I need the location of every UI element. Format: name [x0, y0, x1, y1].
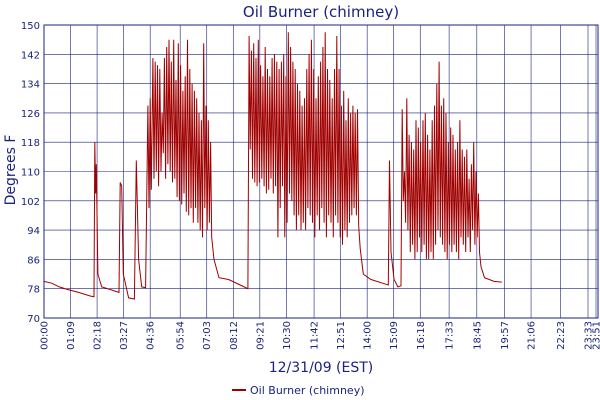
x-tick-label: 05:54: [176, 321, 187, 350]
series-line-oil-burner: [43, 32, 502, 300]
x-tick-label: 18:45: [472, 321, 483, 350]
y-tick-label: 102: [21, 197, 40, 208]
x-tick-label: 17:33: [445, 321, 456, 350]
x-tick-label: 09:21: [255, 321, 266, 350]
x-tick-label: 16:18: [416, 321, 427, 350]
x-tick-label: 07:03: [202, 321, 213, 350]
x-tick-label: 14:00: [363, 321, 374, 350]
x-tick-label: 03:27: [119, 321, 130, 350]
x-tick-label: 01:09: [66, 321, 77, 350]
y-tick-label: 70: [27, 314, 40, 325]
y-tick-label: 78: [27, 285, 40, 296]
y-tick-label: 150: [21, 21, 40, 32]
x-tick-label: 10:30: [282, 321, 293, 350]
x-tick-label: 23:33: [584, 321, 595, 350]
x-tick-label: 12:51: [336, 321, 347, 350]
chart-title: Oil Burner (chimney): [243, 3, 399, 21]
x-tick-label: 02:18: [93, 321, 104, 350]
y-tick-label: 142: [21, 50, 40, 61]
legend-label: Oil Burner (chimney): [250, 384, 365, 397]
y-tick-label: 126: [21, 109, 40, 120]
x-tick-label: 21:06: [527, 321, 538, 350]
x-tick-labels: 00:00 01:09 02:18 03:27 04:36 05:54 07:03 08:12…: [40, 321, 600, 350]
plot-frame: [43, 24, 599, 319]
y-tick-label: 94: [27, 226, 40, 237]
x-tick-label: 00:00: [40, 321, 51, 350]
x-tick-label: 15:09: [389, 321, 400, 350]
x-tick-label: 19:57: [500, 321, 511, 350]
y-tick-label: 110: [21, 168, 40, 179]
legend: Oil Burner (chimney): [232, 384, 365, 397]
x-tick-label: 22:23: [556, 321, 567, 350]
x-tick-label: 08:12: [229, 321, 240, 350]
x-tick-label: 11:42: [310, 321, 321, 350]
x-axis-label: 12/31/09 (EST): [269, 360, 374, 376]
y-tick-label: 134: [21, 80, 40, 91]
x-tick-label: 04:36: [146, 321, 157, 350]
y-axis-label: Degrees F: [3, 135, 19, 206]
y-tick-label: 118: [21, 138, 40, 149]
y-tick-labels: 70 78 86 94 102 110 118 126 134 142 150: [21, 21, 40, 325]
x-tick-label: 23:51: [592, 321, 600, 350]
y-tick-label: 86: [27, 255, 40, 266]
